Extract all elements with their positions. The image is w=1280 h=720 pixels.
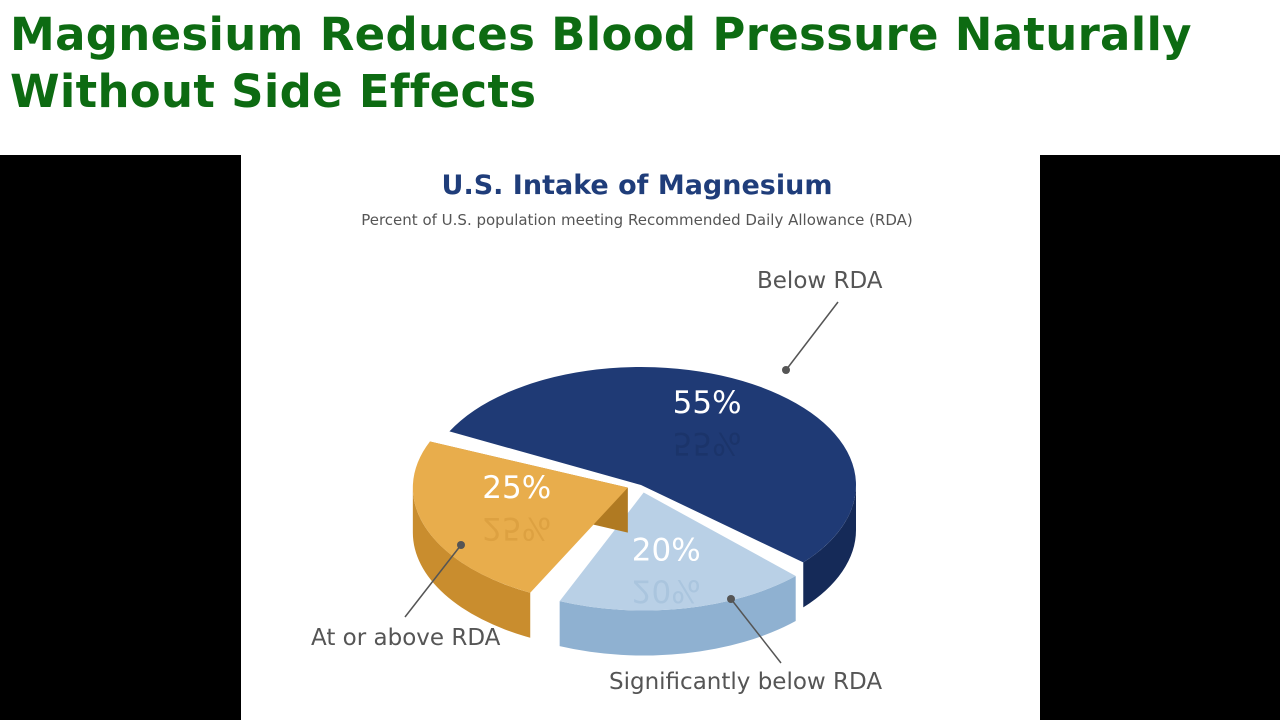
callout-leader-dot xyxy=(457,541,465,549)
callout-leader-line xyxy=(404,544,462,618)
chart-subtitle: Percent of U.S. population meeting Recom… xyxy=(361,211,913,229)
pie-slice-side xyxy=(412,487,531,638)
category-label-significantly-below-rda: Significantly below RDA xyxy=(609,669,882,695)
category-label-below-rda: Below RDA xyxy=(757,268,883,294)
headline-line-2: Without Side Effects xyxy=(10,65,537,118)
pie-layer xyxy=(412,367,856,656)
pie-slice-top xyxy=(559,492,796,611)
pie-value-label-significantly-below-rda: 20% xyxy=(632,532,701,568)
pie-value-reflection: 25% xyxy=(482,510,551,546)
callout-leader-dot xyxy=(782,366,790,374)
pie-slice-top xyxy=(449,367,856,563)
callout-leader-dot xyxy=(727,595,735,603)
category-label-at-or-above-rda: At or above RDA xyxy=(311,625,501,651)
label-layer: 55% 55% 20% 20% 25% 25% Below RDA At or above R… xyxy=(311,268,883,695)
callout-leader-line xyxy=(730,598,782,664)
pie-value-label-at-or-above-rda: 25% xyxy=(482,470,551,506)
pie-slice-below-rda xyxy=(449,367,856,608)
pie-slice-side xyxy=(803,485,856,608)
article-headline: Magnesium Reduces Blood Pressure Natural… xyxy=(10,6,1275,120)
chart-title: U.S. Intake of Magnesium xyxy=(442,170,833,201)
pie-value-reflection: 55% xyxy=(673,425,742,461)
pie-chart: U.S. Intake of Magnesium Percent of U.S.… xyxy=(311,170,913,695)
pie-slice-side xyxy=(559,575,796,656)
callout-leader-line xyxy=(785,301,839,371)
pie-slice-significantly-below-rda xyxy=(559,492,796,656)
pie-value-reflection: 20% xyxy=(632,572,701,608)
chart-panel: U.S. Intake of Magnesium Percent of U.S.… xyxy=(241,155,1040,720)
pie-value-label-below-rda: 55% xyxy=(673,385,742,421)
headline-line-1: Magnesium Reduces Blood Pressure Natural… xyxy=(10,8,1192,61)
right-black-bar xyxy=(1040,155,1280,720)
pie-slice-at-or-above-rda xyxy=(412,441,628,638)
left-black-bar xyxy=(0,155,241,720)
pie-slice-top xyxy=(412,441,628,593)
